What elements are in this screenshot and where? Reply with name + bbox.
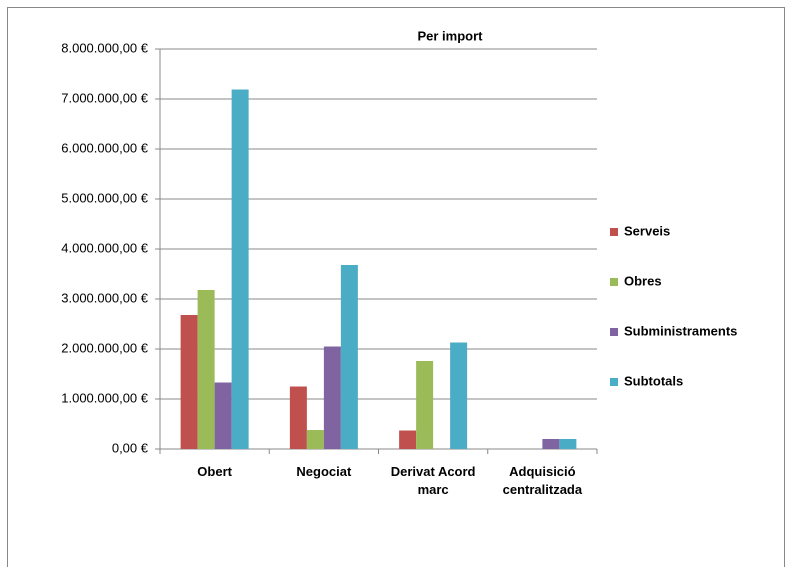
bar (231, 89, 249, 449)
legend-label: Subtotals (624, 373, 683, 388)
bar (416, 361, 434, 449)
x-tick-label: Adquisició centralitzada (502, 464, 583, 497)
y-tick-label: 7.000.000,00 € (61, 90, 149, 105)
bar (542, 439, 560, 449)
y-tick-label: 2.000.000,00 € (61, 340, 149, 355)
bar (306, 430, 324, 449)
x-tick-label: Derivat Acord marc (390, 464, 476, 497)
legend-label: Obres (624, 273, 662, 288)
legend-swatch (610, 228, 618, 236)
legend-swatch (610, 328, 618, 336)
chart-title: Per import (417, 28, 483, 43)
bar (197, 290, 215, 449)
legend-label: Serveis (624, 223, 670, 238)
legend-swatch (610, 278, 618, 286)
x-tick-label: Negociat (296, 464, 352, 479)
x-tick-label: Obert (197, 464, 232, 479)
y-tick-label: 5.000.000,00 € (61, 190, 149, 205)
bar (399, 430, 417, 449)
y-tick-label: 4.000.000,00 € (61, 240, 149, 255)
bar (559, 439, 577, 449)
bar (289, 386, 307, 449)
bar (323, 346, 341, 449)
y-tick-label: 3.000.000,00 € (61, 290, 149, 305)
y-tick-label: 6.000.000,00 € (61, 140, 149, 155)
legend-label: Subministraments (624, 323, 737, 338)
y-tick-label: 0,00 € (112, 440, 149, 455)
bar (214, 382, 232, 449)
y-tick-label: 1.000.000,00 € (61, 390, 149, 405)
chart-frame (7, 7, 785, 567)
legend-swatch (610, 378, 618, 386)
bar (180, 315, 198, 449)
bar (450, 342, 468, 449)
bar (340, 265, 358, 449)
y-tick-label: 8.000.000,00 € (61, 40, 149, 55)
